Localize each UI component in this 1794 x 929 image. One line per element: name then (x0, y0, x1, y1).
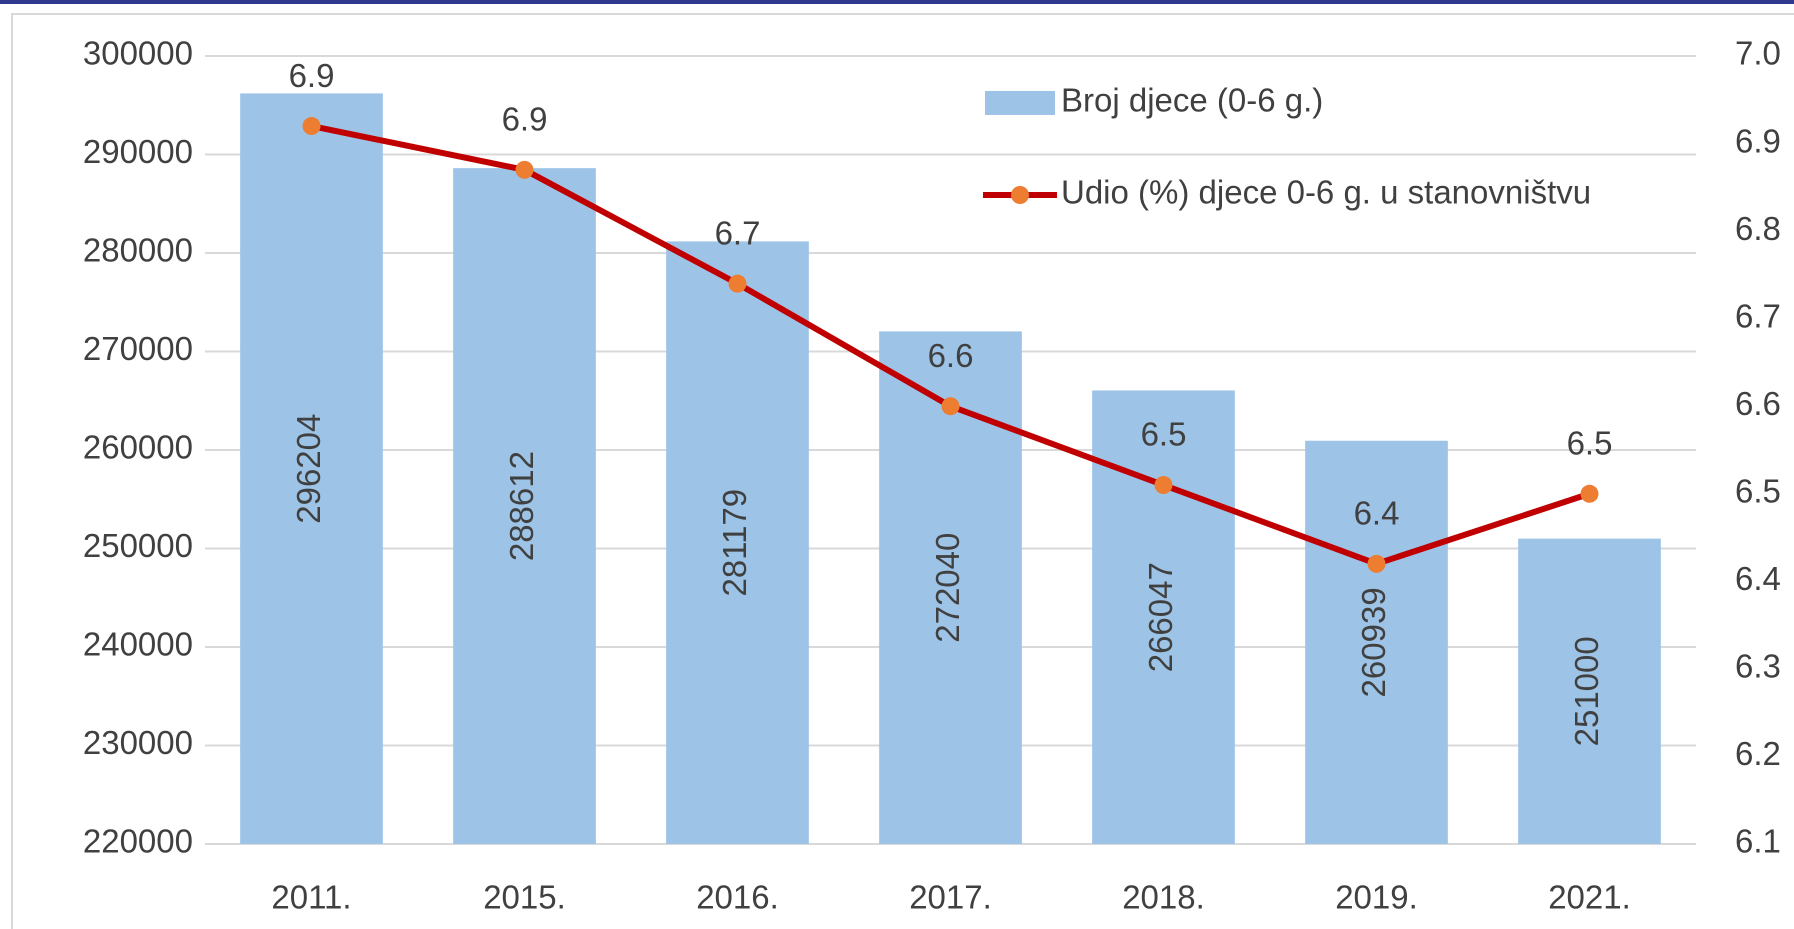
line-marker (1580, 484, 1599, 503)
bar (1305, 440, 1448, 844)
line-value-label: 6.4 (1354, 495, 1400, 532)
x-tick-label: 2019. (1335, 879, 1418, 916)
legend-label: Udio (%) djece 0-6 g. u stanovništvu (1061, 174, 1591, 211)
y2-tick-label: 7.0 (1735, 35, 1781, 72)
y2-tick-label: 6.4 (1735, 560, 1781, 597)
line-value-label: 6.7 (715, 214, 761, 251)
bar-value-label: 272040 (929, 533, 966, 643)
y-tick-label: 260000 (83, 429, 193, 466)
x-tick-label: 2021. (1548, 879, 1631, 916)
bar-value-label: 260939 (1355, 587, 1392, 697)
top-border (0, 0, 1794, 4)
bar (453, 168, 596, 844)
line-value-label: 6.6 (928, 337, 974, 374)
y2-tick-label: 6.9 (1735, 122, 1781, 159)
y2-tick-label: 6.8 (1735, 210, 1781, 247)
bar (1518, 538, 1661, 844)
line-value-label: 6.9 (502, 101, 548, 138)
y2-tick-label: 6.2 (1735, 735, 1781, 772)
bar-value-label: 251000 (1568, 636, 1605, 746)
bar (879, 331, 1022, 844)
line-marker (1367, 554, 1386, 573)
line-value-label: 6.9 (289, 57, 335, 94)
bar-value-label: 296204 (290, 414, 327, 524)
legend-label: Broj djece (0-6 g.) (1061, 82, 1323, 119)
y-tick-label: 220000 (83, 823, 193, 860)
x-tick-label: 2015. (483, 879, 566, 916)
x-tick-label: 2017. (909, 879, 992, 916)
y-tick-label: 300000 (83, 35, 193, 72)
y-tick-label: 250000 (83, 527, 193, 564)
line-value-label: 6.5 (1567, 424, 1613, 461)
y2-tick-label: 6.1 (1735, 823, 1781, 860)
bar-value-label: 266047 (1142, 562, 1179, 672)
line-marker (941, 397, 960, 416)
legend-marker (1011, 186, 1029, 204)
y-tick-label: 270000 (83, 330, 193, 367)
line-value-label: 6.5 (1141, 416, 1187, 453)
bar-value-label: 288612 (503, 451, 540, 561)
bar-value-label: 281179 (716, 489, 753, 597)
chart-frame (11, 13, 1794, 929)
y-tick-label: 240000 (83, 626, 193, 663)
line-marker (302, 117, 321, 136)
x-tick-label: 2018. (1122, 879, 1205, 916)
y2-tick-label: 6.7 (1735, 297, 1781, 334)
y-tick-label: 280000 (83, 232, 193, 269)
legend-swatch (985, 91, 1055, 115)
y2-tick-label: 6.6 (1735, 385, 1781, 422)
x-tick-label: 2011. (271, 879, 351, 916)
y-tick-label: 230000 (83, 724, 193, 761)
bar (666, 241, 809, 845)
x-tick-label: 2016. (696, 879, 779, 916)
y-tick-label: 290000 (83, 133, 193, 170)
line-marker (515, 160, 534, 179)
y2-tick-label: 6.5 (1735, 472, 1781, 509)
line-marker (728, 274, 747, 293)
bar (240, 93, 383, 844)
line-marker (1154, 476, 1173, 495)
y2-tick-label: 6.3 (1735, 648, 1781, 685)
